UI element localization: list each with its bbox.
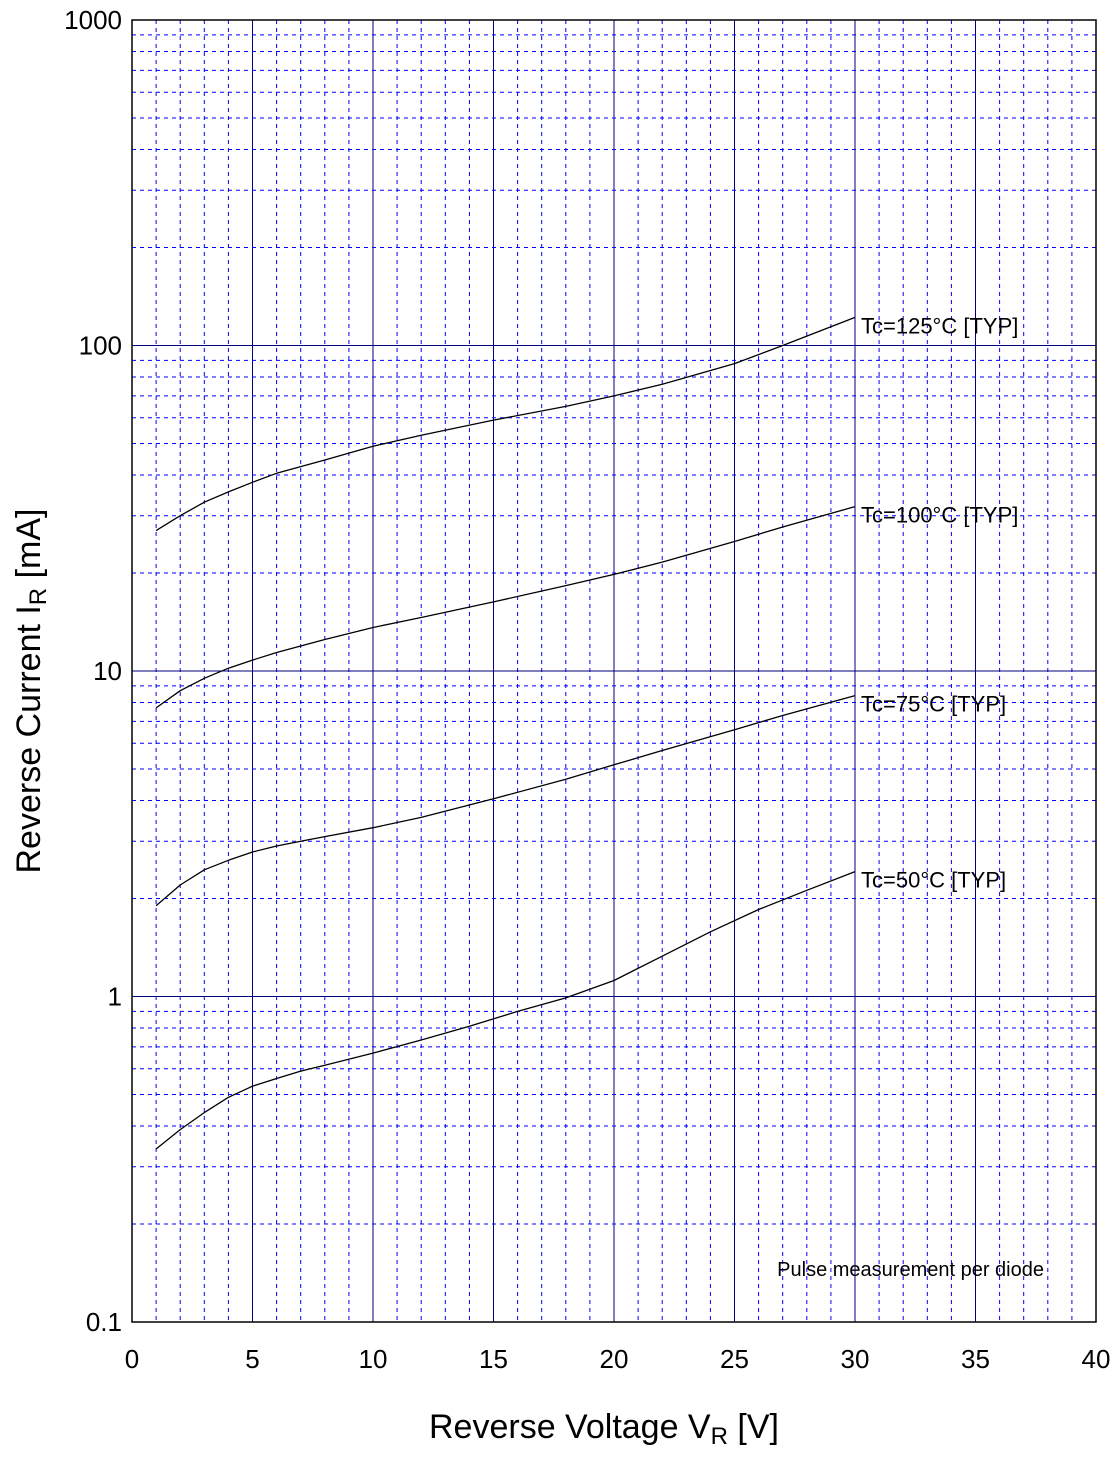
x-tick-label: 35 xyxy=(961,1344,990,1374)
curve-labels: Tc=125°C [TYP] Tc=100°C [TYP] Tc=75°C [TYP… xyxy=(861,313,1018,892)
series-label: Tc=100°C [TYP] xyxy=(861,503,1018,528)
series-label: Tc=50°C [TYP] xyxy=(861,868,1006,893)
series-label: Tc=75°C [TYP] xyxy=(861,692,1006,717)
curves xyxy=(155,316,856,1150)
measurement-note: Pulse measurement per diode xyxy=(777,1259,1044,1281)
series-line xyxy=(155,316,856,532)
y-tick-label: 100 xyxy=(79,331,122,361)
series-line xyxy=(155,870,856,1150)
y-tick-label: 1 xyxy=(108,982,122,1012)
x-tick-label: 0 xyxy=(125,1344,139,1374)
y-axis-label: Reverse Current IR [mA] xyxy=(10,508,52,873)
x-tick-label: 15 xyxy=(479,1344,508,1374)
series-line xyxy=(155,505,856,709)
x-tick-label: 40 xyxy=(1082,1344,1111,1374)
plot-frame xyxy=(131,19,1097,1323)
y-tick-label: 1000 xyxy=(64,5,122,35)
y-tick-label: 10 xyxy=(93,656,122,686)
x-tick-label: 30 xyxy=(841,1344,870,1374)
x-tick-label: 10 xyxy=(359,1344,388,1374)
grid xyxy=(132,20,1096,1322)
series-line xyxy=(155,694,856,907)
x-tick-label: 20 xyxy=(600,1344,629,1374)
x-tick-label: 5 xyxy=(245,1344,259,1374)
y-tick-label: 0.1 xyxy=(86,1307,122,1337)
x-axis-label: Reverse Voltage VR [V] xyxy=(429,1408,779,1450)
series-label: Tc=125°C [TYP] xyxy=(861,313,1018,338)
x-tick-label: 25 xyxy=(720,1344,749,1374)
tick-labels: 0 5 10 15 20 25 30 35 40 0.1 1 10 100 1000 xyxy=(64,5,1110,1374)
